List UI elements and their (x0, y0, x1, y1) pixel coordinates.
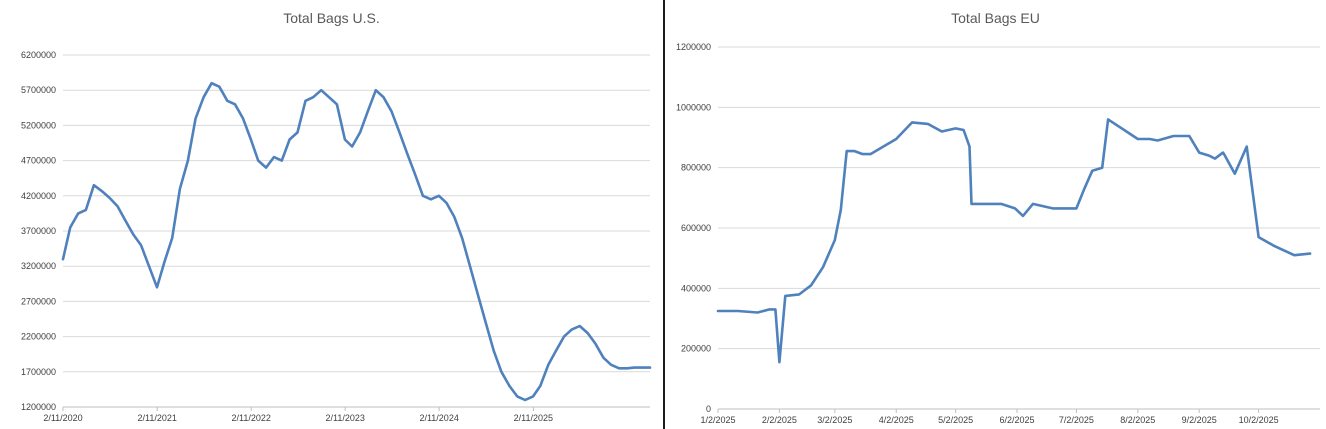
y-tick-label: 3200000 (21, 261, 56, 271)
y-tick-label: 200000 (681, 344, 711, 354)
x-tick-label: 8/2/2025 (1120, 415, 1155, 425)
y-tick-label: 2700000 (21, 296, 56, 306)
us-chart-plot: 1200000 1700000 2200000 2700000 3200000 37000… (21, 50, 652, 423)
eu-chart-title: Total Bags EU (951, 10, 1040, 26)
y-tick-label: 4700000 (21, 156, 56, 166)
x-tick-label: 2/11/2020 (43, 413, 82, 423)
y-tick-label: 600000 (681, 223, 711, 233)
y-tick-label: 400000 (681, 283, 711, 293)
x-tick-label: 6/2/2025 (999, 415, 1034, 425)
y-tick-label: 1700000 (21, 367, 56, 377)
us-chart-panel: Total Bags U.S. 1200000 1700000 2200000 270… (20, 10, 652, 423)
y-tick-label: 0 (706, 404, 711, 414)
y-tick-label: 1000000 (676, 102, 711, 112)
y-tick-label: 1200000 (676, 42, 711, 52)
x-tick-label: 2/11/2023 (325, 413, 364, 423)
y-tick-label: 3700000 (21, 226, 56, 236)
x-tick-label: 9/2/2025 (1182, 415, 1217, 425)
series-line (716, 118, 1312, 364)
x-tick-label: 3/2/2025 (817, 415, 852, 425)
y-tick-label: 6200000 (21, 50, 56, 60)
series-line (61, 81, 652, 402)
x-tick-label: 7/2/2025 (1059, 415, 1094, 425)
x-tick-label: 2/11/2024 (419, 413, 458, 423)
x-tick-label: 2/11/2021 (138, 413, 177, 423)
eu-chart-plot: 0 200000 400000 600000 800000 1000000 1200000 1… (676, 42, 1320, 425)
y-tick-label: 5700000 (21, 85, 56, 95)
us-chart-title: Total Bags U.S. (283, 10, 380, 26)
x-tick-label: 2/2/2025 (762, 415, 797, 425)
x-tick-label: 5/2/2025 (938, 415, 973, 425)
eu-chart-panel: Total Bags EU 0 200000 400000 600000 800000 1… (665, 0, 1326, 429)
y-tick-label: 4200000 (21, 191, 56, 201)
panel-divider (663, 0, 665, 429)
x-tick-label: 1/2/2025 (700, 415, 735, 425)
x-tick-label: 10/2/2025 (1239, 415, 1279, 425)
x-tick-label: 2/11/2025 (514, 413, 553, 423)
y-tick-label: 2200000 (21, 332, 56, 342)
y-tick-label: 5200000 (21, 120, 56, 130)
y-tick-label: 1200000 (21, 402, 56, 412)
y-tick-label: 800000 (681, 163, 711, 173)
x-tick-label: 2/11/2022 (232, 413, 271, 423)
x-tick-label: 4/2/2025 (879, 415, 914, 425)
